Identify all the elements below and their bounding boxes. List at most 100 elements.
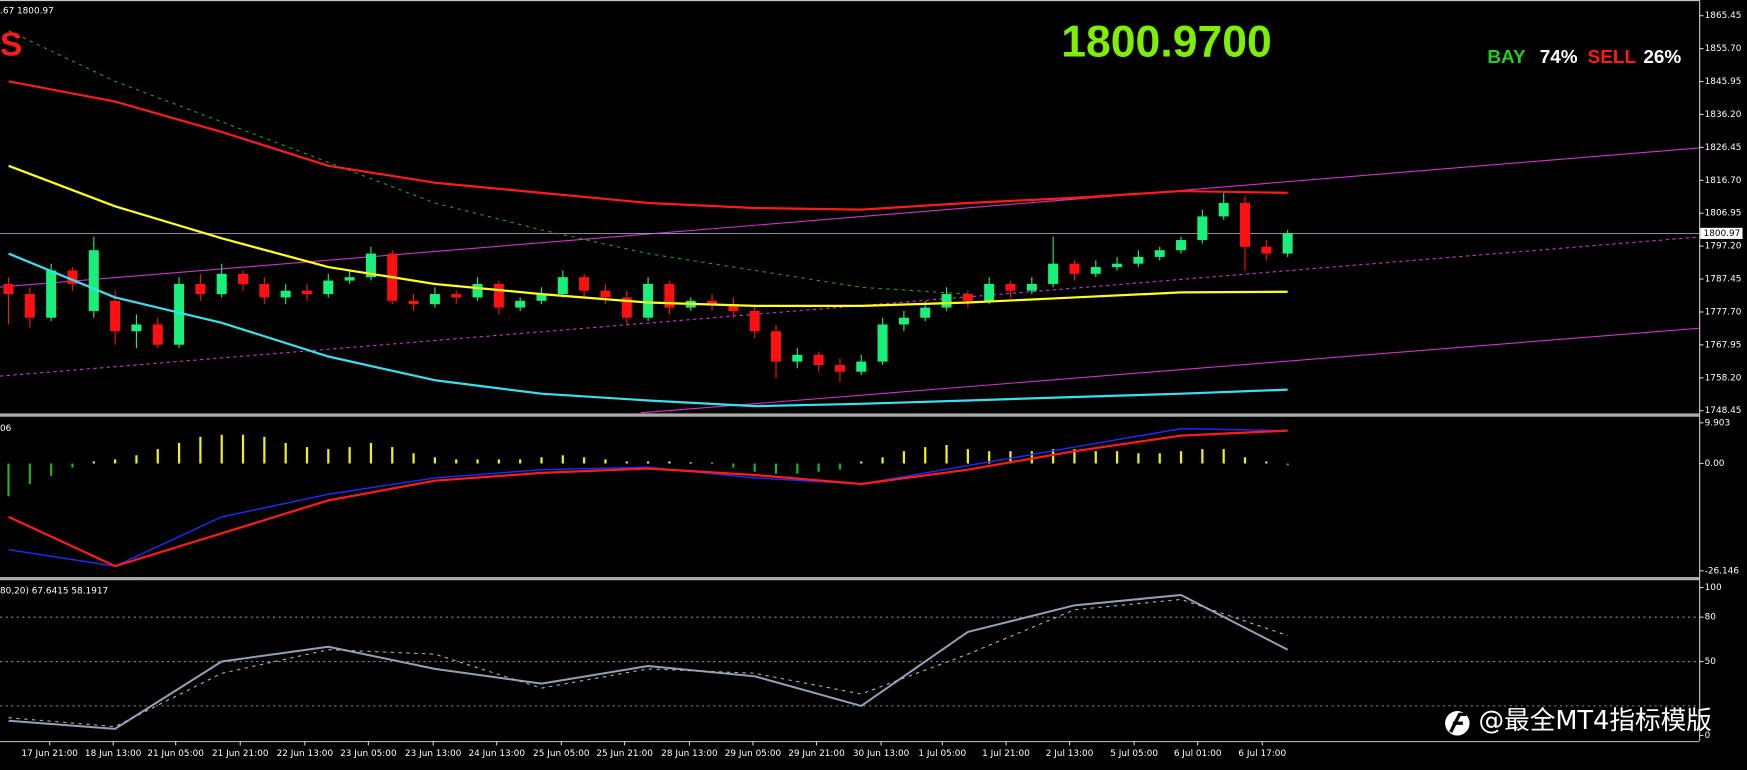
candle-body (280, 290, 291, 298)
candle-body (451, 294, 462, 298)
x-tick-label: 25 Jun 05:00 (533, 749, 590, 759)
histogram-bar (327, 449, 330, 464)
candle-body (707, 300, 718, 305)
histogram-bar (604, 459, 607, 464)
candle-body (323, 280, 334, 295)
panel-candlestick: 1865.45 1855.70 1845.95 1836.20 1826.45 1816.… (0, 7, 1743, 759)
channel-line (640, 327, 1700, 414)
candle-body (429, 294, 440, 305)
histogram-bar (988, 451, 991, 464)
histogram-bar (28, 463, 31, 485)
histogram-bar (1179, 451, 1183, 464)
candle-body (195, 283, 206, 295)
y-tick-label: 1845.95 (1705, 77, 1742, 87)
x-tick-label: 1 Jul 21:00 (982, 749, 1030, 759)
y-tick-label: 1865.45 (1705, 11, 1742, 21)
histogram-bar (412, 453, 415, 464)
indicator-line (8, 427, 1288, 567)
x-tick-label: 24 Jun 13:00 (468, 749, 525, 759)
histogram-bar (305, 447, 309, 464)
histogram-bar (1073, 449, 1076, 464)
candle-body (472, 283, 483, 298)
y-tick-label: 0 (1705, 731, 1711, 741)
histogram-bar (455, 459, 458, 464)
candle-body (792, 354, 803, 362)
x-tick-label: 1 Jul 05:00 (918, 749, 966, 759)
candle-body (24, 294, 35, 318)
histogram-bar (391, 447, 394, 464)
candle-body (749, 310, 760, 332)
indicator-line (8, 164, 1288, 307)
histogram-bar (199, 436, 202, 464)
candle-body (856, 361, 867, 372)
histogram-bar (1115, 451, 1119, 464)
histogram-bar (50, 463, 53, 476)
x-tick-label: 5 Jul 05:00 (1110, 749, 1158, 759)
histogram-bar (796, 463, 799, 474)
histogram-bar (838, 463, 842, 470)
histogram-bar (1222, 449, 1225, 464)
x-tick-label: 28 Jun 13:00 (661, 749, 718, 759)
histogram-bar (753, 463, 756, 472)
y-tick-label: 1855.70 (1705, 44, 1742, 54)
candle-body (1069, 263, 1080, 274)
x-tick-label: 25 Jun 21:00 (596, 749, 653, 759)
candle-body (643, 283, 654, 318)
histogram-bar (519, 459, 522, 464)
histogram-bar (92, 461, 95, 464)
candle-body (88, 250, 99, 311)
candle-body (1112, 263, 1123, 268)
x-tick-label: 6 Jul 17:00 (1238, 749, 1286, 759)
candle-body (579, 277, 590, 291)
histogram-bar (263, 436, 266, 464)
histogram-bar (177, 442, 181, 464)
watermark-text: @最全MT4指标模版 (1478, 706, 1711, 736)
candle-body (1005, 283, 1016, 291)
x-tick-label: 18 Jun 13:00 (85, 749, 142, 759)
x-tick-label: 23 Jun 13:00 (405, 749, 462, 759)
y-tick-label: 1767.95 (1705, 340, 1742, 350)
histogram-bar (1052, 449, 1055, 464)
histogram-bar (646, 461, 650, 464)
x-tick-label: 30 Jun 13:00 (853, 749, 910, 759)
channel-line (0, 147, 1700, 288)
histogram-bar (1030, 451, 1033, 464)
indicator-label: .67 1800.97 (0, 7, 54, 17)
candle-body (621, 297, 632, 318)
candle-body (770, 331, 782, 362)
indicator-label: 80,20) 67.6415 58.1917 (0, 586, 108, 596)
panel-stochastic: 100 80 50 0 80,20) 67.6415 58.1917 (0, 583, 1722, 741)
histogram-bar (625, 461, 628, 464)
indicator-label: 06 (0, 424, 12, 434)
y-tick-label: 50 (1705, 657, 1717, 667)
trend-channel (0, 147, 1700, 414)
candle-body (1218, 202, 1229, 217)
candle-body (67, 270, 78, 284)
candle-body (1282, 233, 1293, 254)
x-tick-label: 17 Jun 21:00 (21, 749, 78, 759)
histogram-bar (1265, 461, 1268, 464)
candle-body (920, 307, 931, 318)
candle-body (515, 300, 526, 308)
y-tick-label: 1748.45 (1705, 406, 1742, 416)
candle-body (259, 283, 270, 298)
panel-macd: 9.903 0.00 -26.146 06 (0, 418, 1739, 576)
indicator-line (8, 593, 1289, 730)
histogram-bar (774, 463, 778, 474)
y-tick-label: 1787.45 (1705, 275, 1742, 285)
histogram-bar (1158, 453, 1161, 464)
y-tick-label: 9.903 (1705, 418, 1730, 428)
histogram-bar (540, 457, 543, 464)
y-tick-label: 80 (1705, 613, 1717, 623)
candle-body (898, 317, 909, 325)
candle-body (1133, 256, 1144, 264)
histogram-bar (433, 457, 437, 464)
histogram-bar (668, 461, 671, 464)
candle-body (238, 273, 249, 284)
candle-body (365, 253, 376, 278)
current-price-label: 1800.97 (1704, 229, 1741, 239)
histogram-bar (860, 461, 863, 464)
